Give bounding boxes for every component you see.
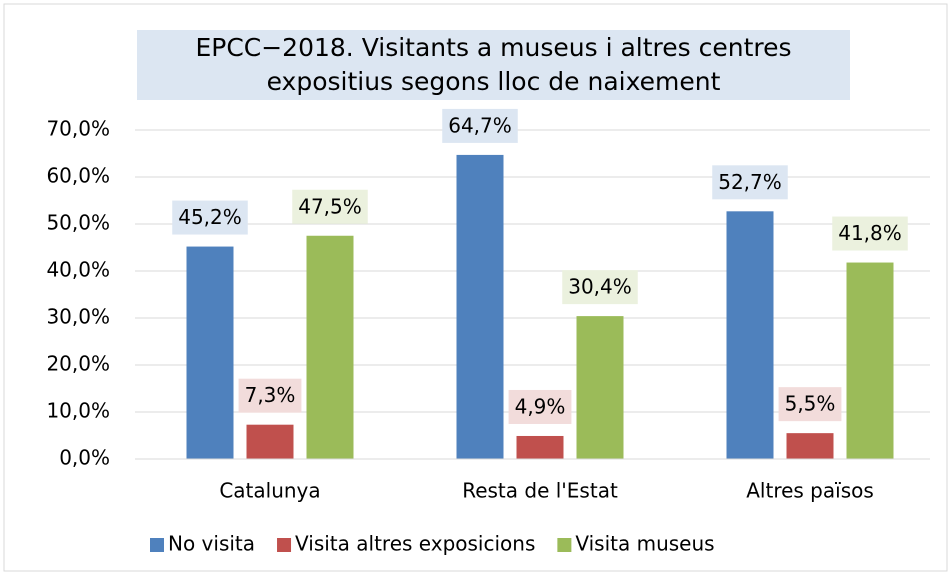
data-label: 45,2% [178, 205, 242, 229]
data-label: 5,5% [785, 392, 836, 416]
bar [516, 435, 564, 459]
x-tick-label: Altres països [746, 479, 874, 503]
data-label-bg [238, 378, 302, 413]
data-label-bg [832, 216, 908, 251]
data-label-bg [172, 200, 248, 235]
y-tick-label: 30,0% [46, 305, 110, 329]
data-label: 64,7% [448, 113, 512, 137]
data-label-group: 64,7% [442, 108, 518, 143]
data-label-group: 52,7% [712, 165, 788, 200]
data-label-bg [292, 189, 368, 224]
bar [246, 424, 294, 459]
y-tick-label: 60,0% [46, 164, 110, 188]
bar [576, 316, 624, 459]
y-tick-label: 0,0% [59, 446, 110, 470]
data-label-group: 7,3% [238, 378, 302, 413]
data-label-group: 30,4% [562, 270, 638, 305]
legend-swatch [150, 538, 164, 552]
legend-swatch [557, 538, 572, 552]
legend-swatch [277, 538, 292, 552]
data-label-bg [778, 387, 842, 422]
data-label: 7,3% [245, 383, 296, 407]
data-label-group: 5,5% [778, 387, 842, 422]
y-tick-label: 40,0% [46, 258, 110, 282]
data-label: 41,8% [838, 221, 902, 245]
legend-label: No visita [168, 532, 255, 556]
bar [846, 262, 894, 459]
data-label: 52,7% [718, 170, 782, 194]
data-label-bg [562, 270, 638, 305]
data-label-group: 47,5% [292, 189, 368, 224]
data-label-bg [508, 389, 572, 424]
data-label: 30,4% [568, 275, 632, 299]
y-tick-label: 50,0% [46, 211, 110, 235]
data-label-group: 41,8% [832, 216, 908, 251]
bar [726, 211, 774, 459]
data-label-group: 4,9% [508, 389, 572, 424]
data-label: 47,5% [298, 194, 362, 218]
chart-title: EPCC−2018. Visitants a museus i altres c… [137, 30, 850, 100]
data-label-bg [442, 108, 518, 143]
y-tick-label: 20,0% [46, 352, 110, 376]
bar [306, 235, 354, 459]
legend-label: Visita museus [575, 532, 714, 556]
bar [186, 246, 234, 459]
bar [786, 433, 834, 459]
y-tick-label: 70,0% [46, 117, 110, 141]
data-label-group: 45,2% [172, 200, 248, 235]
data-label-bg [712, 165, 788, 200]
x-tick-label: Catalunya [219, 479, 320, 503]
legend-label: Visita altres exposicions [295, 532, 535, 556]
bar [456, 154, 504, 459]
data-label: 4,9% [515, 394, 566, 418]
y-tick-label: 10,0% [46, 399, 110, 423]
x-tick-label: Resta de l'Estat [462, 479, 618, 503]
